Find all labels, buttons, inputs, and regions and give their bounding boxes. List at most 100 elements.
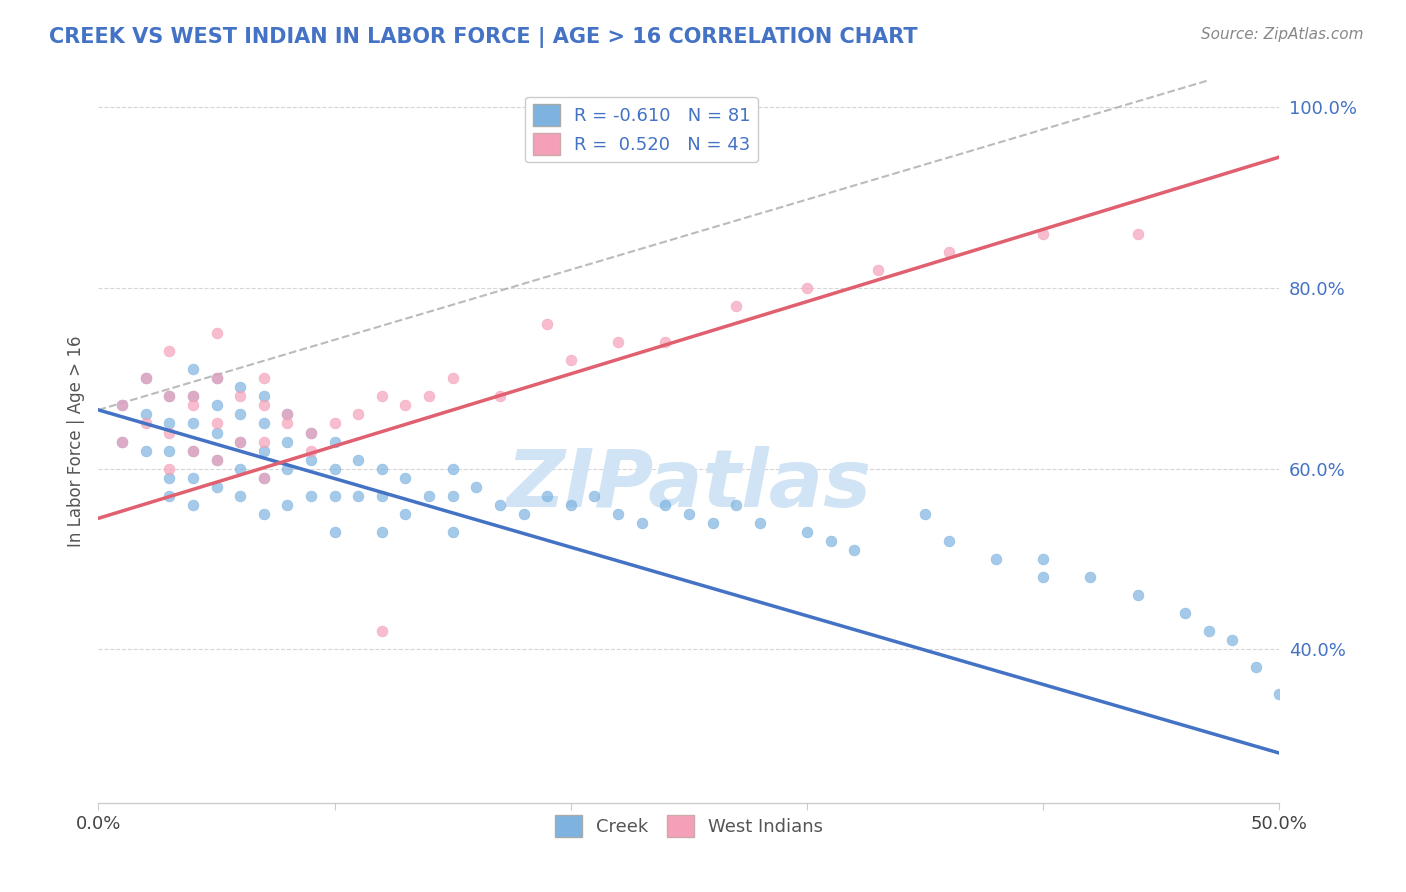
Legend: Creek, West Indians: Creek, West Indians bbox=[547, 808, 831, 845]
Point bbox=[465, 480, 488, 494]
Point bbox=[323, 524, 346, 539]
Point bbox=[938, 244, 960, 259]
Point bbox=[253, 371, 276, 385]
Point bbox=[441, 489, 464, 503]
Point bbox=[229, 461, 252, 475]
Point bbox=[299, 443, 322, 458]
Point bbox=[276, 408, 298, 422]
Point bbox=[560, 498, 582, 512]
Text: ZIPatlas: ZIPatlas bbox=[506, 446, 872, 524]
Point bbox=[347, 408, 370, 422]
Point bbox=[135, 408, 157, 422]
Point bbox=[702, 516, 724, 530]
Point bbox=[205, 326, 228, 341]
Point bbox=[276, 498, 298, 512]
Point bbox=[299, 425, 322, 440]
Point bbox=[1268, 688, 1291, 702]
Point bbox=[135, 417, 157, 431]
Point bbox=[1032, 227, 1054, 241]
Point bbox=[1126, 588, 1149, 602]
Point bbox=[1080, 570, 1102, 584]
Point bbox=[512, 507, 534, 521]
Point bbox=[725, 299, 748, 313]
Point bbox=[157, 461, 180, 475]
Point bbox=[371, 624, 394, 639]
Point bbox=[607, 335, 630, 350]
Point bbox=[748, 516, 770, 530]
Point bbox=[181, 362, 204, 376]
Point bbox=[253, 471, 276, 485]
Point bbox=[441, 371, 464, 385]
Point bbox=[205, 398, 228, 412]
Point bbox=[157, 344, 180, 359]
Point bbox=[371, 524, 394, 539]
Point bbox=[111, 398, 134, 412]
Point bbox=[1032, 552, 1054, 566]
Point bbox=[299, 489, 322, 503]
Point bbox=[135, 443, 157, 458]
Point bbox=[347, 452, 370, 467]
Point bbox=[796, 281, 818, 295]
Point bbox=[323, 489, 346, 503]
Point bbox=[371, 389, 394, 403]
Point bbox=[157, 443, 180, 458]
Point bbox=[1126, 227, 1149, 241]
Point bbox=[253, 417, 276, 431]
Point bbox=[181, 443, 204, 458]
Point bbox=[181, 443, 204, 458]
Point bbox=[205, 371, 228, 385]
Point bbox=[441, 461, 464, 475]
Point bbox=[276, 408, 298, 422]
Point bbox=[157, 489, 180, 503]
Point bbox=[181, 498, 204, 512]
Point bbox=[323, 461, 346, 475]
Point bbox=[181, 398, 204, 412]
Point bbox=[229, 408, 252, 422]
Point bbox=[394, 398, 416, 412]
Point bbox=[157, 425, 180, 440]
Point bbox=[536, 317, 558, 331]
Point bbox=[299, 452, 322, 467]
Point bbox=[181, 389, 204, 403]
Point bbox=[323, 417, 346, 431]
Point bbox=[630, 516, 652, 530]
Point bbox=[1220, 633, 1243, 648]
Point bbox=[607, 507, 630, 521]
Text: Source: ZipAtlas.com: Source: ZipAtlas.com bbox=[1201, 27, 1364, 42]
Point bbox=[205, 452, 228, 467]
Point bbox=[205, 425, 228, 440]
Point bbox=[157, 417, 180, 431]
Point bbox=[157, 389, 180, 403]
Point bbox=[205, 452, 228, 467]
Point bbox=[323, 434, 346, 449]
Point bbox=[536, 489, 558, 503]
Point bbox=[489, 498, 512, 512]
Point bbox=[820, 533, 842, 548]
Point bbox=[489, 389, 512, 403]
Point bbox=[654, 498, 676, 512]
Point bbox=[984, 552, 1007, 566]
Point bbox=[276, 434, 298, 449]
Point bbox=[347, 489, 370, 503]
Point bbox=[418, 389, 440, 403]
Point bbox=[111, 434, 134, 449]
Point bbox=[1198, 624, 1220, 639]
Point bbox=[560, 353, 582, 368]
Point bbox=[654, 335, 676, 350]
Point bbox=[229, 489, 252, 503]
Point bbox=[205, 480, 228, 494]
Text: CREEK VS WEST INDIAN IN LABOR FORCE | AGE > 16 CORRELATION CHART: CREEK VS WEST INDIAN IN LABOR FORCE | AG… bbox=[49, 27, 918, 48]
Point bbox=[229, 389, 252, 403]
Point bbox=[678, 507, 700, 521]
Point bbox=[866, 263, 889, 277]
Point bbox=[253, 389, 276, 403]
Point bbox=[181, 389, 204, 403]
Point bbox=[229, 380, 252, 394]
Point bbox=[157, 471, 180, 485]
Point bbox=[111, 398, 134, 412]
Point bbox=[135, 371, 157, 385]
Point bbox=[1174, 606, 1197, 620]
Point bbox=[583, 489, 606, 503]
Point bbox=[394, 471, 416, 485]
Point bbox=[135, 371, 157, 385]
